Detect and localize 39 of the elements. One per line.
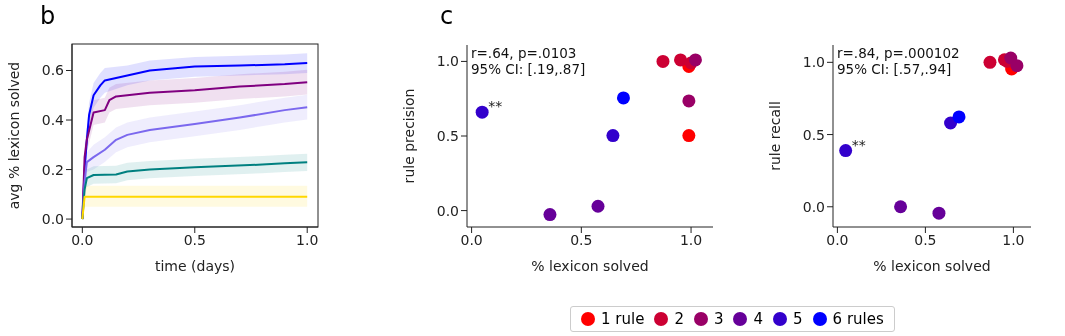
annotation: ** <box>851 136 866 153</box>
y-tick-label: 0.2 <box>41 161 64 178</box>
annotation: 95% CI: [.19,.87] <box>471 61 586 77</box>
y-tick-label: 0.5 <box>802 126 825 143</box>
y-tick-label: 0.0 <box>802 198 825 215</box>
y-tick-label: 1.0 <box>436 53 459 70</box>
y-tick-label: 0.0 <box>436 202 459 219</box>
x-axis-title: % lexicon solved <box>531 258 649 274</box>
x-tick-label: 0.5 <box>914 231 937 248</box>
x-tick-label: 0.5 <box>183 231 206 248</box>
annotation: 95% CI: [.57,.94] <box>837 61 953 77</box>
annotation: ** <box>488 98 503 115</box>
x-tick-label: 1.0 <box>296 231 319 248</box>
legend-label: 4 <box>753 310 764 328</box>
legend-label: 3 <box>713 310 724 328</box>
x-axis-title: time (days) <box>154 258 236 274</box>
y-tick-label: 0.0 <box>41 211 64 228</box>
legend-label: 5 <box>793 310 803 328</box>
x-tick-label: 1.0 <box>679 231 703 248</box>
y-tick-label: 0.4 <box>41 111 65 128</box>
annotation: r=.64, p=.0103 <box>471 45 578 61</box>
x-tick-label: 0.0 <box>71 231 94 248</box>
legend-label: 1 rule <box>601 310 645 328</box>
x-tick-label: 0.0 <box>826 231 849 248</box>
text: b <box>40 2 56 30</box>
y-axis-title: rule precision <box>400 88 417 184</box>
y-axis-title: rule recall <box>766 101 783 171</box>
x-tick-label: 1.0 <box>1002 231 1025 248</box>
y-tick-label: 1.0 <box>802 54 825 71</box>
legend-label: 2 <box>674 310 684 328</box>
y-tick-label: 0.6 <box>41 62 65 79</box>
y-axis-title: avg % lexicon solved <box>5 61 22 210</box>
y-tick-label: 0.5 <box>436 127 459 144</box>
x-tick-label: 0.5 <box>570 231 593 248</box>
x-tick-label: 0.0 <box>460 231 483 248</box>
text: c <box>440 2 454 30</box>
x-axis-title: % lexicon solved <box>873 258 991 274</box>
legend-label: 6 rules <box>832 310 884 328</box>
annotation: r=.84, p=.000102 <box>837 45 960 61</box>
